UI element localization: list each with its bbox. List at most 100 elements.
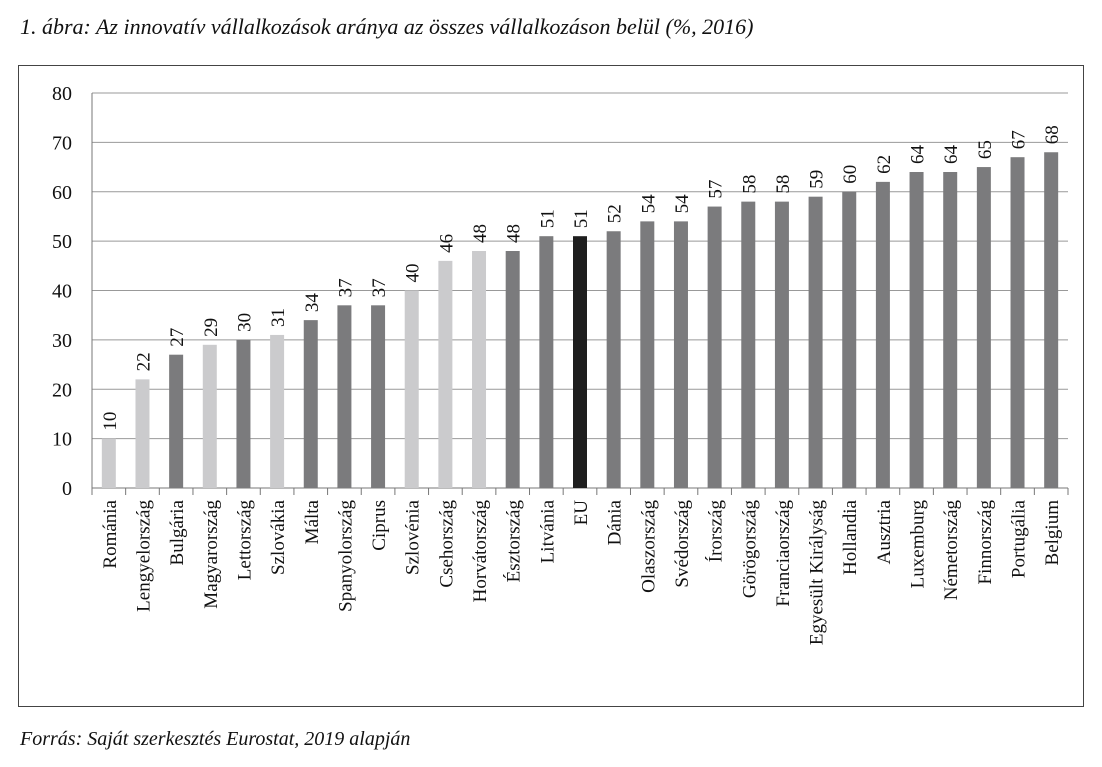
data-label: 65 [975, 140, 996, 159]
bar [337, 305, 352, 488]
x-tick-label: Franciaország [773, 500, 794, 607]
data-label: 64 [941, 145, 962, 165]
x-tick-label: Egyesült Királyság [807, 500, 828, 646]
data-label: 57 [706, 180, 727, 199]
data-label: 37 [335, 278, 356, 297]
chart-frame [18, 65, 1084, 707]
data-label: 34 [302, 293, 323, 313]
bar [808, 196, 823, 488]
y-tick-label: 10 [52, 429, 72, 451]
bar [135, 379, 150, 488]
source-note: Forrás: Saját szerkesztés Eurostat, 2019… [20, 728, 411, 750]
x-tick-label: Portugália [1009, 499, 1030, 578]
x-tick-label: Hollandia [840, 499, 861, 574]
bar [539, 236, 554, 488]
x-tick-label: Ausztria [874, 499, 895, 564]
x-tick-label: Románia [100, 499, 121, 568]
x-tick-label: Málta [302, 499, 323, 544]
bar [673, 221, 688, 488]
x-tick-label: Finnország [975, 500, 996, 585]
y-tick-label: 20 [52, 379, 72, 401]
data-label: 52 [605, 204, 626, 223]
data-label: 60 [840, 165, 861, 184]
data-label: 54 [672, 194, 693, 214]
bar [943, 172, 958, 488]
x-tick-label: Csehország [436, 500, 457, 588]
x-tick-label: Görögország [739, 500, 760, 599]
bar [101, 438, 116, 488]
y-tick-label: 60 [52, 182, 72, 204]
data-label: 37 [369, 278, 390, 297]
bar [741, 201, 756, 488]
bar [371, 305, 386, 488]
bar [774, 201, 789, 488]
chart-title: 1. ábra: Az innovatív vállalkozások arán… [20, 14, 754, 39]
bar [606, 231, 621, 488]
data-label: 31 [268, 308, 289, 327]
x-tick-label: Spanyolország [335, 500, 356, 612]
x-tick-label: Svédország [672, 500, 693, 588]
bar [842, 191, 857, 488]
x-tick-label: Luxemburg [908, 500, 929, 589]
x-tick-label: Írország [705, 500, 727, 563]
data-label: 27 [167, 328, 188, 347]
bar [707, 206, 722, 488]
data-label: 51 [537, 209, 558, 228]
data-label: 22 [133, 352, 154, 371]
y-tick-label: 70 [52, 132, 72, 154]
y-tick-label: 0 [62, 478, 72, 500]
bar [573, 236, 587, 488]
bar [270, 334, 285, 488]
bar [472, 251, 487, 488]
data-label: 40 [403, 264, 424, 283]
data-label: 10 [100, 412, 121, 431]
data-label: 58 [773, 175, 794, 194]
x-tick-label: Ciprus [369, 500, 390, 551]
data-label: 48 [470, 224, 491, 243]
bar [875, 181, 890, 488]
x-tick-label: EU [571, 500, 592, 526]
bar [1010, 157, 1025, 488]
data-label: 62 [874, 155, 895, 174]
bar [169, 354, 184, 488]
data-label: 68 [1042, 125, 1063, 144]
bar [505, 251, 520, 488]
y-tick-label: 50 [52, 231, 72, 253]
data-label: 58 [739, 175, 760, 194]
bar [976, 167, 991, 488]
data-label: 64 [908, 145, 929, 165]
data-label: 51 [571, 209, 592, 228]
x-tick-label: Dánia [605, 499, 626, 545]
bar [303, 320, 318, 488]
x-tick-label: Horvátország [470, 500, 491, 603]
bar [236, 339, 251, 488]
data-label: 29 [201, 318, 222, 337]
bar [1044, 152, 1059, 488]
x-tick-label: Litvánia [537, 499, 558, 563]
x-tick-label: Németország [941, 500, 962, 601]
x-tick-label: Magyarország [201, 500, 222, 609]
bar [202, 344, 217, 488]
data-label: 30 [234, 313, 255, 332]
bar [404, 290, 419, 488]
y-tick-label: 30 [52, 330, 72, 352]
x-tick-label: Észtország [503, 500, 525, 583]
data-label: 54 [638, 194, 659, 214]
bar [909, 172, 924, 488]
x-tick-label: Bulgária [167, 499, 188, 565]
x-tick-label: Olaszország [638, 500, 659, 593]
x-tick-label: Belgium [1042, 500, 1063, 566]
data-label: 59 [807, 170, 828, 189]
y-tick-label: 40 [52, 281, 72, 303]
data-label: 48 [504, 224, 525, 243]
x-tick-label: Lettország [234, 500, 255, 581]
bar [438, 260, 453, 488]
data-label: 67 [1009, 130, 1030, 149]
data-label: 46 [436, 234, 457, 253]
x-tick-label: Szlovénia [403, 499, 424, 574]
bar [640, 221, 655, 488]
y-tick-label: 80 [52, 83, 72, 105]
x-tick-label: Lengyelország [133, 500, 154, 612]
x-tick-label: Szlovákia [268, 499, 289, 574]
